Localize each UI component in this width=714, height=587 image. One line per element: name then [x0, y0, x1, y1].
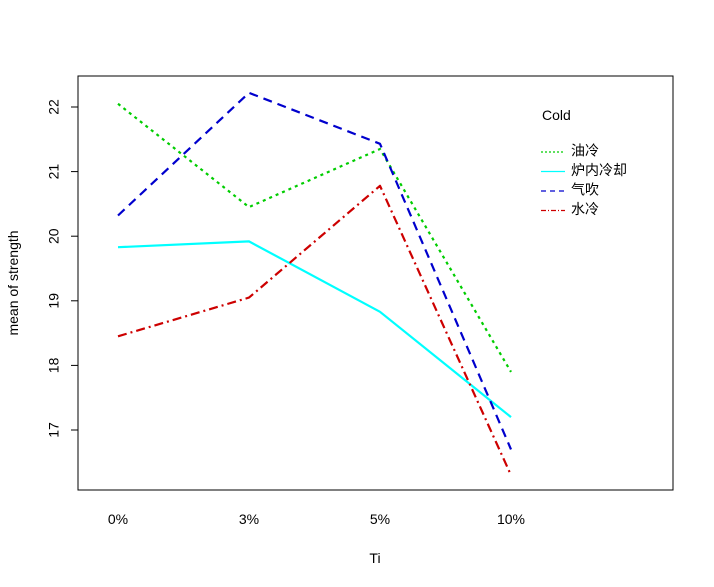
y-tick-label: 20 — [46, 228, 62, 244]
y-tick-label: 17 — [46, 422, 62, 438]
legend-title: Cold — [542, 107, 571, 123]
x-tick-label: 5% — [370, 511, 390, 527]
y-axis-label: mean of strength — [5, 230, 21, 335]
series-line-1 — [117, 102, 512, 373]
legend-entry-label: 油冷 — [571, 143, 599, 159]
plot-frame — [77, 75, 674, 491]
x-tick-label: 10% — [497, 511, 525, 527]
x-axis-tick-labels: 0% 3% 5% 10% — [108, 511, 525, 527]
series-lines — [117, 91, 513, 476]
legend-entry-label: 水冷 — [571, 201, 599, 217]
x-tick-label: 0% — [108, 511, 128, 527]
legend-entry-label: 炉内冷却 — [571, 162, 627, 178]
y-tick-label: 19 — [46, 293, 62, 309]
series-line-3 — [117, 91, 513, 450]
x-tick-label: 3% — [239, 511, 259, 527]
y-tick-label: 22 — [46, 99, 62, 115]
series-line-2 — [117, 240, 512, 418]
y-tick-label: 18 — [46, 357, 62, 373]
legend-entry-label: 气吹 — [571, 182, 599, 198]
y-tick-label: 21 — [46, 164, 62, 180]
y-axis: 17 18 19 20 21 22 — [46, 99, 79, 438]
series-line-4 — [117, 184, 513, 476]
x-axis-label: Ti — [369, 550, 380, 566]
